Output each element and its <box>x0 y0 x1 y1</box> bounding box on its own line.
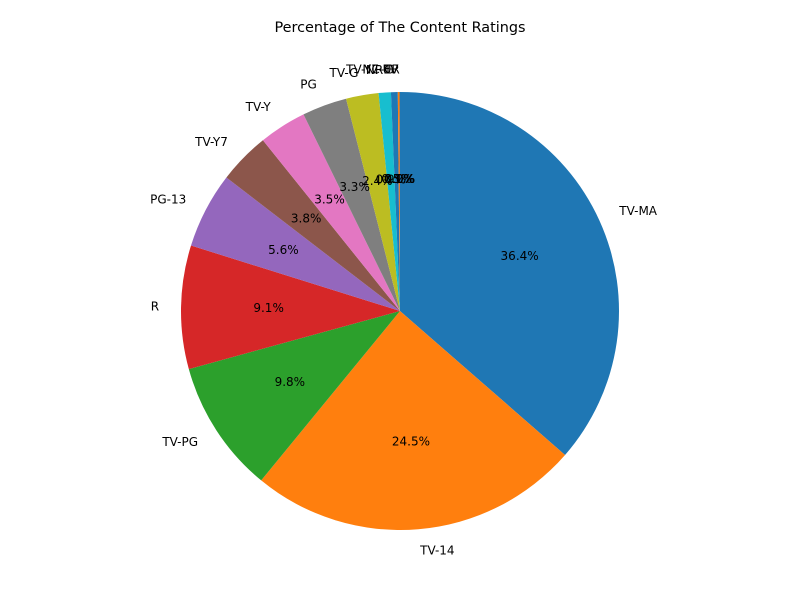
pie-slice-tv-g <box>346 93 400 311</box>
pct-label-tv-y7-fv: 0.1% <box>384 172 415 186</box>
pct-label-pg: 3.3% <box>339 180 370 194</box>
pie-slice-tv-ma <box>400 92 619 455</box>
pct-label-tv-14: 24.5% <box>392 434 430 448</box>
pie-slice-pg-13 <box>191 177 400 311</box>
pct-label-tv-g: 2.4% <box>362 174 393 188</box>
slice-label-tv-ma: TV-MA <box>618 204 658 218</box>
pct-label-tv-ma: 36.4% <box>501 249 539 263</box>
pie-slices <box>180 92 619 530</box>
slice-label-ur: UR <box>383 63 400 77</box>
pct-label-pg-13: 5.6% <box>268 243 299 257</box>
chart-title: Percentage of The Content Ratings <box>274 20 525 36</box>
slice-label-tv-pg: TV-PG <box>161 435 198 449</box>
pct-label-r: 9.1% <box>253 301 284 315</box>
pct-label-tv-pg: 9.8% <box>275 375 306 389</box>
slice-label-tv-14: TV-14 <box>419 544 454 558</box>
percentage-labels: 36.4% 24.5% 9.8% 9.1% 5.6% 3.8% 3.5%3.3%2.4%0.… <box>253 172 538 448</box>
slice-label-pg-13: PG-13 <box>150 192 186 206</box>
pie-slice-tv-y <box>262 114 400 311</box>
pie-slice-tv-y7 <box>226 140 400 311</box>
slice-label-pg: PG <box>300 77 317 91</box>
pie-slice-nr <box>378 92 400 311</box>
slice-label-g: G <box>384 63 393 77</box>
pie-slice-r <box>180 245 400 370</box>
pie-slice-tv-14 <box>261 311 566 530</box>
pie-slice-g <box>390 92 400 311</box>
pct-label-nr: 0.9% <box>376 172 407 186</box>
slice-labels: TV-MA TV-14 TV-PG R PG-13 TV-Y7 TV-Y PG TV-G NR GT… <box>150 63 658 558</box>
slice-label-tv-y: TV-Y <box>245 100 272 114</box>
slice-label-nr: NR <box>366 63 383 77</box>
pct-label-nc-17: 0.0% <box>384 172 415 186</box>
pct-label-tv-y: 3.5% <box>314 193 345 207</box>
pie-slice-pg <box>303 98 400 311</box>
pie-slice-tv-pg <box>188 311 400 481</box>
slice-label-tv-y7: TV-Y7 <box>194 135 228 149</box>
slice-label-tv-y7-fv: TV-Y7-FV <box>345 63 399 77</box>
pct-label-tv-y7: 3.8% <box>291 212 322 226</box>
slice-label-r: R <box>151 299 159 313</box>
pct-label-ur: 0.0% <box>385 172 416 186</box>
pie-slice-tv-y7-fv <box>397 92 400 311</box>
slice-label-nc-17: NC-17 <box>362 63 399 77</box>
slice-label-tv-g: TV-G <box>329 66 359 80</box>
pie-slice-nc-17 <box>399 92 400 311</box>
pct-label-g: 0.5% <box>381 172 412 186</box>
